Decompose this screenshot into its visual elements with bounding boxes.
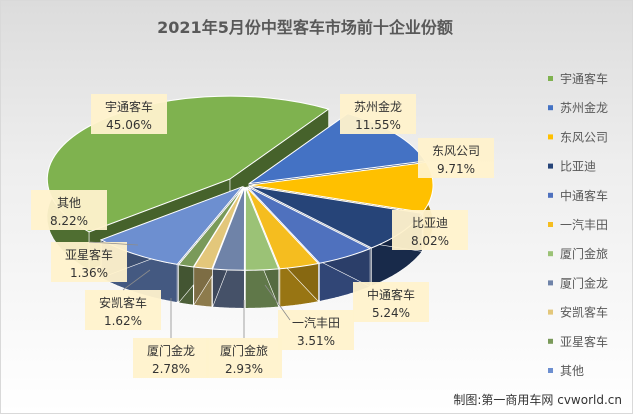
data-label-value-8: 2.78%	[152, 362, 190, 376]
data-label-box-6	[278, 310, 354, 350]
pie-slice-8	[211, 187, 246, 271]
data-label-name-8: 厦门金龙	[147, 343, 195, 358]
legend-entry-6: 一汽丰田	[560, 217, 608, 232]
data-label-box-9	[85, 290, 161, 330]
legend-entry-3: 东风公司	[560, 130, 608, 144]
legend-entry-4: 比亚迪	[560, 160, 596, 174]
legend-entry-11: 其他	[560, 364, 584, 378]
data-label-box-1	[91, 94, 167, 134]
data-label-name-6: 一汽丰田	[292, 315, 340, 330]
data-label-box-7	[206, 338, 282, 378]
legend-swatch-11	[548, 368, 553, 373]
data-label-name-11: 其他	[57, 196, 81, 210]
credit-text: 制图:第一商用车网 cvworld.cn	[453, 392, 622, 407]
legend-swatch-6	[548, 222, 553, 227]
data-label-box-11	[31, 190, 107, 230]
data-label-box-4	[392, 210, 468, 250]
data-label-value-3: 9.71%	[437, 162, 475, 176]
legend-swatch-4	[548, 163, 553, 169]
data-label-box-10	[51, 242, 127, 282]
legend-entry-7: 厦门金旅	[560, 246, 608, 261]
legend-entry-5: 中通客车	[560, 188, 608, 203]
legend-entry-9: 安凯客车	[560, 305, 608, 320]
legend-swatch-7	[548, 251, 553, 257]
data-label-name-10: 亚星客车	[65, 247, 113, 262]
data-label-value-9: 1.62%	[104, 314, 142, 328]
leader-line-8	[122, 269, 151, 291]
legend-swatch-1	[548, 76, 553, 81]
data-label-value-2: 11.55%	[355, 118, 401, 132]
legend-swatch-9	[548, 309, 553, 315]
data-label-box-8	[133, 338, 209, 378]
data-label-name-3: 东风公司	[432, 144, 480, 158]
pie-slice-10	[177, 186, 244, 268]
legend-swatch-3	[548, 134, 553, 140]
data-labels: 宇通客车 45.06% 苏州金龙 11.55% 东风公司 9.71% 比亚迪 8.02% 中通客…	[31, 94, 494, 378]
legend-entry-8: 厦门金龙	[560, 275, 608, 290]
legend-swatch-2	[548, 105, 553, 111]
pie-slice-7	[244, 187, 280, 271]
legend-entry-1: 宇通客车	[560, 71, 608, 86]
data-label-value-1: 45.06%	[106, 118, 152, 132]
leader-line-9	[88, 241, 139, 246]
legend: 宇通客车苏州金龙东风公司比亚迪中通客车一汽丰田厦门金旅厦门金龙安凯客车亚星客车其…	[548, 71, 608, 378]
data-label-name-4: 比亚迪	[412, 216, 448, 230]
data-label-value-10: 1.36%	[70, 266, 108, 280]
legend-swatch-10	[548, 338, 553, 344]
data-label-box-2	[340, 94, 416, 134]
data-label-name-9: 安凯客车	[99, 295, 147, 310]
data-label-value-4: 8.02%	[411, 234, 449, 248]
legend-entry-10: 亚星客车	[560, 334, 608, 349]
data-label-name-2: 苏州金龙	[354, 99, 402, 114]
pie-slice-6	[245, 186, 320, 270]
pie-slice-5	[247, 186, 372, 264]
data-label-value-5: 5.24%	[372, 306, 410, 320]
leader-line-5	[264, 284, 291, 321]
data-label-box-3	[418, 138, 494, 178]
data-label-value-11: 8.22%	[50, 214, 88, 228]
chart-title: 2021年5月份中型客车市场前十企业份额	[157, 18, 453, 37]
data-label-value-7: 2.93%	[225, 362, 263, 376]
data-label-name-7: 厦门金旅	[220, 343, 268, 358]
data-label-name-1: 宇通客车	[105, 99, 153, 114]
data-label-name-5: 中通客车	[367, 287, 415, 302]
legend-entry-2: 苏州金龙	[560, 100, 608, 115]
legend-swatch-8	[548, 280, 553, 286]
legend-swatch-5	[548, 192, 553, 198]
data-label-value-6: 3.51%	[297, 334, 335, 348]
data-label-box-5	[353, 282, 429, 322]
